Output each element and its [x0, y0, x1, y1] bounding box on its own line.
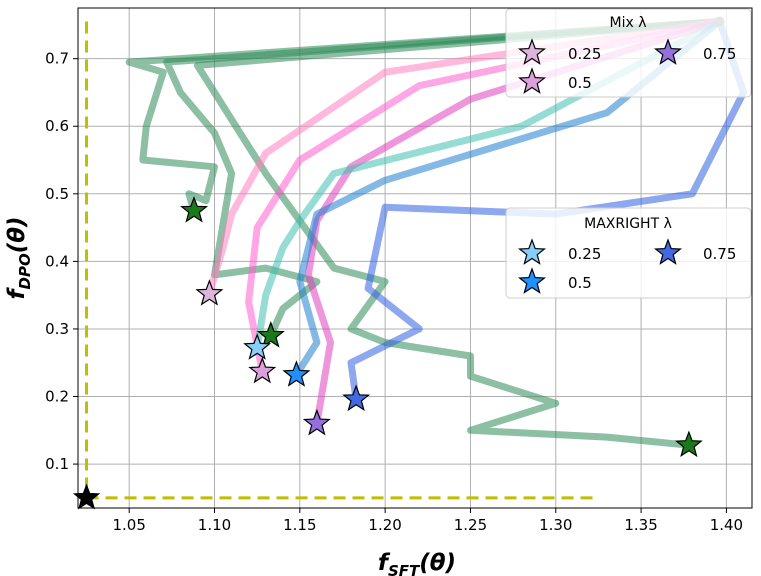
legend-mix: Mix λ 0.25 0.75 0.5 — [505, 8, 752, 98]
end-star-marker — [342, 384, 371, 412]
y-axis-label: fDPO(θ) — [4, 216, 34, 299]
series-line — [253, 18, 724, 352]
legend-star-marker — [653, 238, 683, 265]
legend-mix-title: Mix λ — [610, 15, 647, 31]
y-tick-label: 0.1 — [45, 455, 69, 473]
y-tick-label: 0.3 — [45, 320, 69, 338]
trajectory-paths — [125, 18, 747, 449]
end-star-marker — [674, 430, 703, 458]
legend-maxright-entry-label: 0.25 — [568, 245, 601, 263]
legend-star-marker — [517, 67, 547, 94]
end-star-marker — [195, 279, 224, 306]
series-line — [292, 18, 724, 379]
y-tick-label: 0.6 — [45, 117, 69, 135]
x-tick-label: 1.35 — [624, 516, 657, 534]
end-star-marker — [282, 360, 311, 387]
x-tick-label: 1.40 — [710, 516, 743, 534]
legend-star-marker — [653, 38, 683, 65]
series-line — [245, 18, 724, 375]
end-star-marker — [256, 320, 285, 348]
end-star-marker — [248, 356, 277, 384]
x-tick-label: 1.15 — [283, 516, 316, 534]
legend-maxright: MAXRIGHT λ 0.25 0.75 0.5 — [505, 207, 752, 299]
end-star-marker — [302, 408, 331, 436]
x-axis-ticks: 1.05 1.10 1.15 1.20 1.25 1.30 1.35 1.40 — [112, 508, 743, 534]
y-tick-label: 0.7 — [45, 50, 69, 68]
end-star-marker — [243, 333, 272, 360]
series-line — [347, 18, 747, 403]
legend-maxright-entry-label: 0.5 — [568, 274, 592, 292]
end-star-marker — [180, 196, 209, 223]
series-line — [125, 18, 724, 215]
legend-star-marker — [517, 238, 547, 265]
y-tick-label: 0.4 — [45, 252, 69, 270]
series-line — [163, 18, 724, 340]
x-tick-label: 1.05 — [112, 516, 145, 534]
x-tick-label: 1.30 — [539, 516, 572, 534]
series-line — [205, 18, 724, 298]
x-tick-label: 1.25 — [454, 516, 487, 534]
legend-mix-entry-label: 0.75 — [703, 45, 736, 63]
y-tick-label: 0.5 — [45, 185, 69, 203]
legend-mix-entry-label: 0.25 — [568, 45, 601, 63]
x-axis-label: fSFT(θ) — [378, 550, 456, 576]
y-tick-label: 0.2 — [45, 388, 69, 406]
legend-mix-entry-label: 0.5 — [568, 74, 592, 92]
reference-lines — [85, 21, 599, 500]
legend-maxright-entry-label: 0.75 — [703, 245, 736, 263]
reference-star-marker — [72, 483, 101, 510]
series-line — [193, 18, 724, 449]
legend-maxright-title: MAXRIGHT λ — [584, 216, 672, 232]
x-tick-label: 1.10 — [198, 516, 231, 534]
plot-frame — [77, 7, 753, 509]
end-markers — [72, 16, 725, 510]
x-tick-label: 1.20 — [368, 516, 401, 534]
legend-star-marker — [517, 38, 547, 65]
legend-star-marker — [517, 267, 547, 294]
y-axis-ticks: 0.1 0.2 0.3 0.4 0.5 0.6 0.7 — [45, 50, 78, 473]
